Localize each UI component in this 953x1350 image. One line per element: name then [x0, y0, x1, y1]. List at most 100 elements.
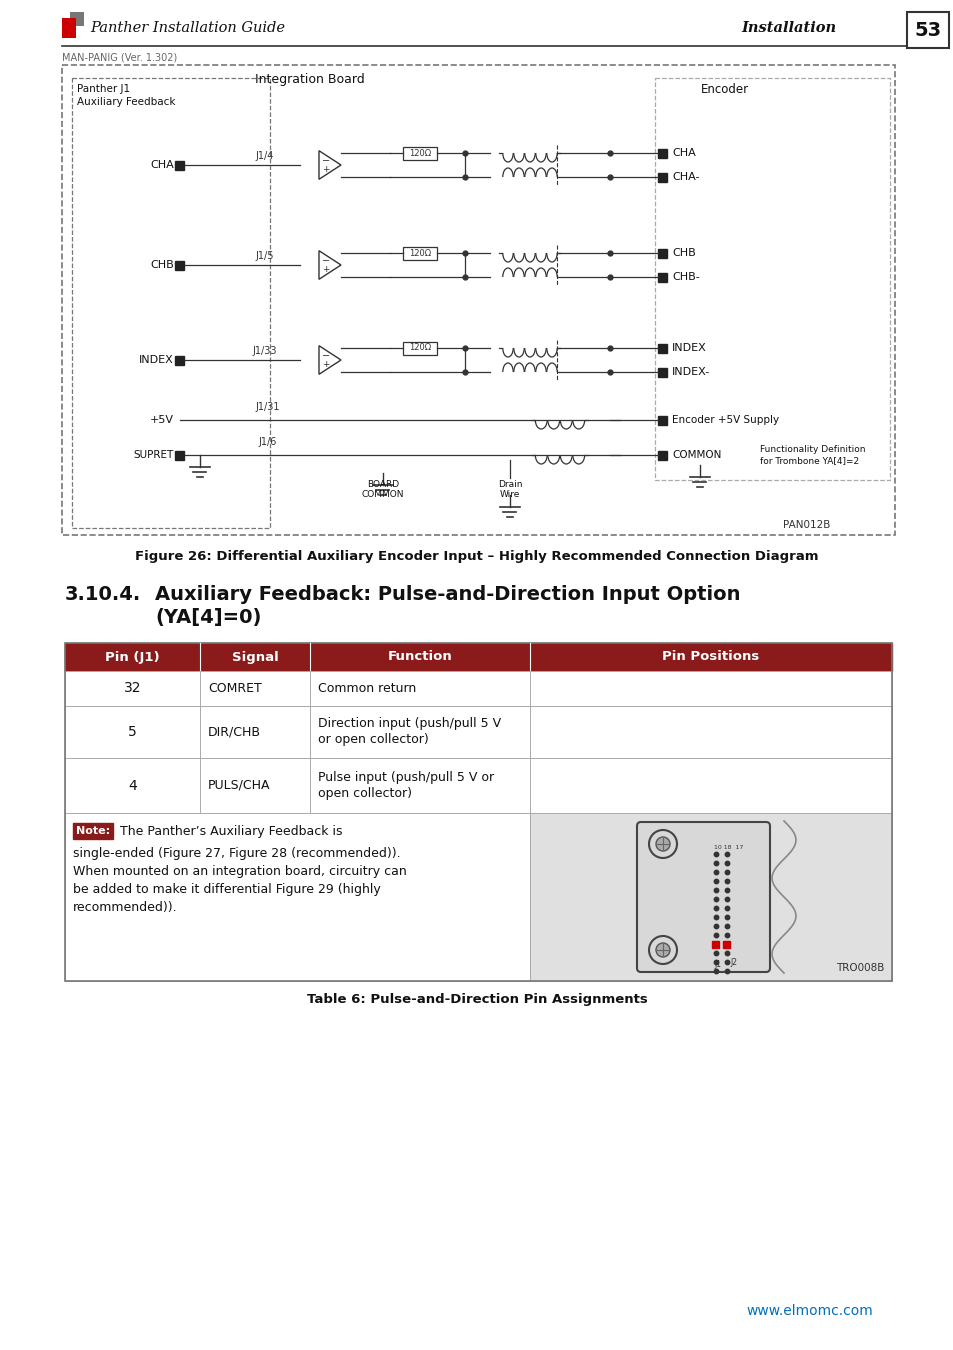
- Bar: [658, 273, 667, 282]
- Text: Panther Installation Guide: Panther Installation Guide: [90, 22, 285, 35]
- Text: www.elmomc.com: www.elmomc.com: [746, 1304, 872, 1318]
- Text: Encoder +5V Supply: Encoder +5V Supply: [671, 414, 779, 425]
- FancyBboxPatch shape: [637, 822, 769, 972]
- Text: +5V: +5V: [150, 414, 173, 425]
- Text: J1/6: J1/6: [258, 437, 277, 447]
- Bar: [906, 12, 948, 49]
- Text: 120Ω: 120Ω: [409, 248, 431, 258]
- Bar: [402, 147, 436, 159]
- Text: Function: Function: [387, 651, 452, 663]
- Text: 10 18  17: 10 18 17: [713, 845, 742, 850]
- Text: 120Ω: 120Ω: [409, 343, 431, 352]
- Bar: [73, 824, 112, 838]
- Bar: [655, 78, 889, 481]
- Text: +: +: [322, 165, 329, 174]
- Text: Integration Board: Integration Board: [254, 73, 364, 86]
- Text: Table 6: Pulse-and-Direction Pin Assignments: Table 6: Pulse-and-Direction Pin Assignm…: [306, 994, 647, 1006]
- Text: The Panther’s Auxiliary Feedback is: The Panther’s Auxiliary Feedback is: [116, 825, 342, 837]
- Text: 5: 5: [128, 725, 136, 738]
- Bar: [65, 706, 891, 757]
- Text: Note:: Note:: [76, 826, 110, 836]
- Bar: [722, 941, 730, 948]
- Text: Functionality Definition
for Trombone YA[4]=2: Functionality Definition for Trombone YA…: [760, 444, 864, 466]
- Text: CHB: CHB: [671, 248, 695, 258]
- Text: +: +: [322, 360, 329, 369]
- Text: −: −: [322, 255, 330, 266]
- Bar: [70, 12, 84, 26]
- Text: (YA[4]=0): (YA[4]=0): [154, 608, 261, 626]
- Bar: [62, 18, 76, 38]
- Text: PULS/CHA: PULS/CHA: [208, 779, 271, 792]
- Text: Pulse input (push/pull 5 V or: Pulse input (push/pull 5 V or: [317, 771, 494, 784]
- Text: CHB: CHB: [150, 261, 173, 270]
- Text: Pin (J1): Pin (J1): [105, 651, 160, 663]
- Text: 53: 53: [914, 20, 941, 39]
- Bar: [658, 367, 667, 377]
- Text: When mounted on an integration board, circuitry can: When mounted on an integration board, ci…: [73, 865, 406, 878]
- Bar: [175, 161, 184, 170]
- Bar: [65, 643, 891, 671]
- Text: COMMON: COMMON: [671, 450, 720, 460]
- Text: Panther J1
Auxiliary Feedback: Panther J1 Auxiliary Feedback: [77, 84, 175, 107]
- Text: −: −: [322, 351, 330, 360]
- Text: Signal: Signal: [232, 651, 278, 663]
- Bar: [658, 416, 667, 424]
- Text: BOARD
COMMON: BOARD COMMON: [361, 481, 404, 500]
- Text: CHA: CHA: [150, 161, 173, 170]
- Text: DIR/CHB: DIR/CHB: [208, 725, 261, 738]
- Text: be added to make it differential Figure 29 (highly: be added to make it differential Figure …: [73, 883, 380, 896]
- Text: J1/4: J1/4: [255, 151, 274, 161]
- Text: CHA-: CHA-: [671, 171, 699, 182]
- Text: Drain
Wire: Drain Wire: [497, 481, 521, 500]
- Text: −: −: [322, 155, 330, 166]
- Circle shape: [656, 837, 669, 850]
- Text: J1/5: J1/5: [255, 251, 274, 261]
- Bar: [175, 261, 184, 270]
- Text: TRO008B: TRO008B: [835, 963, 883, 973]
- Bar: [402, 247, 436, 259]
- Text: Pin Positions: Pin Positions: [661, 651, 759, 663]
- Bar: [658, 148, 667, 158]
- Text: CHB-: CHB-: [671, 271, 699, 282]
- Bar: [175, 451, 184, 459]
- Text: INDEX: INDEX: [671, 343, 706, 352]
- Text: J2: J2: [729, 958, 737, 967]
- Bar: [658, 451, 667, 459]
- Text: CHA: CHA: [671, 148, 695, 158]
- Text: 120Ω: 120Ω: [409, 148, 431, 158]
- Bar: [658, 343, 667, 352]
- Text: open collector): open collector): [317, 787, 412, 801]
- Bar: [712, 941, 719, 948]
- Bar: [402, 342, 436, 355]
- Text: recommended)).: recommended)).: [73, 900, 177, 914]
- Bar: [65, 671, 891, 706]
- Text: J1/31: J1/31: [255, 402, 280, 412]
- Bar: [530, 813, 891, 981]
- Text: Direction input (push/pull 5 V: Direction input (push/pull 5 V: [317, 717, 500, 730]
- Bar: [71, 78, 270, 528]
- Bar: [175, 355, 184, 364]
- Text: MAN-PANIG (Ver. 1.302): MAN-PANIG (Ver. 1.302): [62, 53, 177, 62]
- Text: SUPRET: SUPRET: [133, 450, 173, 460]
- Text: Encoder: Encoder: [700, 82, 748, 96]
- Bar: [65, 757, 891, 813]
- Text: PAN012B: PAN012B: [781, 520, 829, 531]
- Bar: [62, 65, 894, 535]
- Text: J1: J1: [713, 960, 720, 969]
- Text: COMRET: COMRET: [208, 682, 261, 695]
- Text: 4: 4: [128, 779, 136, 792]
- Text: 3.10.4.: 3.10.4.: [65, 585, 141, 603]
- Circle shape: [656, 944, 669, 957]
- Bar: [658, 173, 667, 181]
- Text: INDEX-: INDEX-: [671, 367, 709, 377]
- Text: Figure 26: Differential Auxiliary Encoder Input – Highly Recommended Connection : Figure 26: Differential Auxiliary Encode…: [135, 549, 818, 563]
- Bar: [65, 643, 891, 981]
- Text: Common return: Common return: [317, 682, 416, 695]
- Text: Auxiliary Feedback: Pulse-and-Direction Input Option: Auxiliary Feedback: Pulse-and-Direction …: [154, 585, 740, 603]
- Bar: [658, 248, 667, 258]
- Text: single-ended (Figure 27, Figure 28 (recommended)).: single-ended (Figure 27, Figure 28 (reco…: [73, 846, 400, 860]
- Text: J1/33: J1/33: [253, 346, 277, 356]
- Text: INDEX: INDEX: [139, 355, 173, 364]
- Text: Installation: Installation: [740, 22, 835, 35]
- Bar: [65, 813, 530, 981]
